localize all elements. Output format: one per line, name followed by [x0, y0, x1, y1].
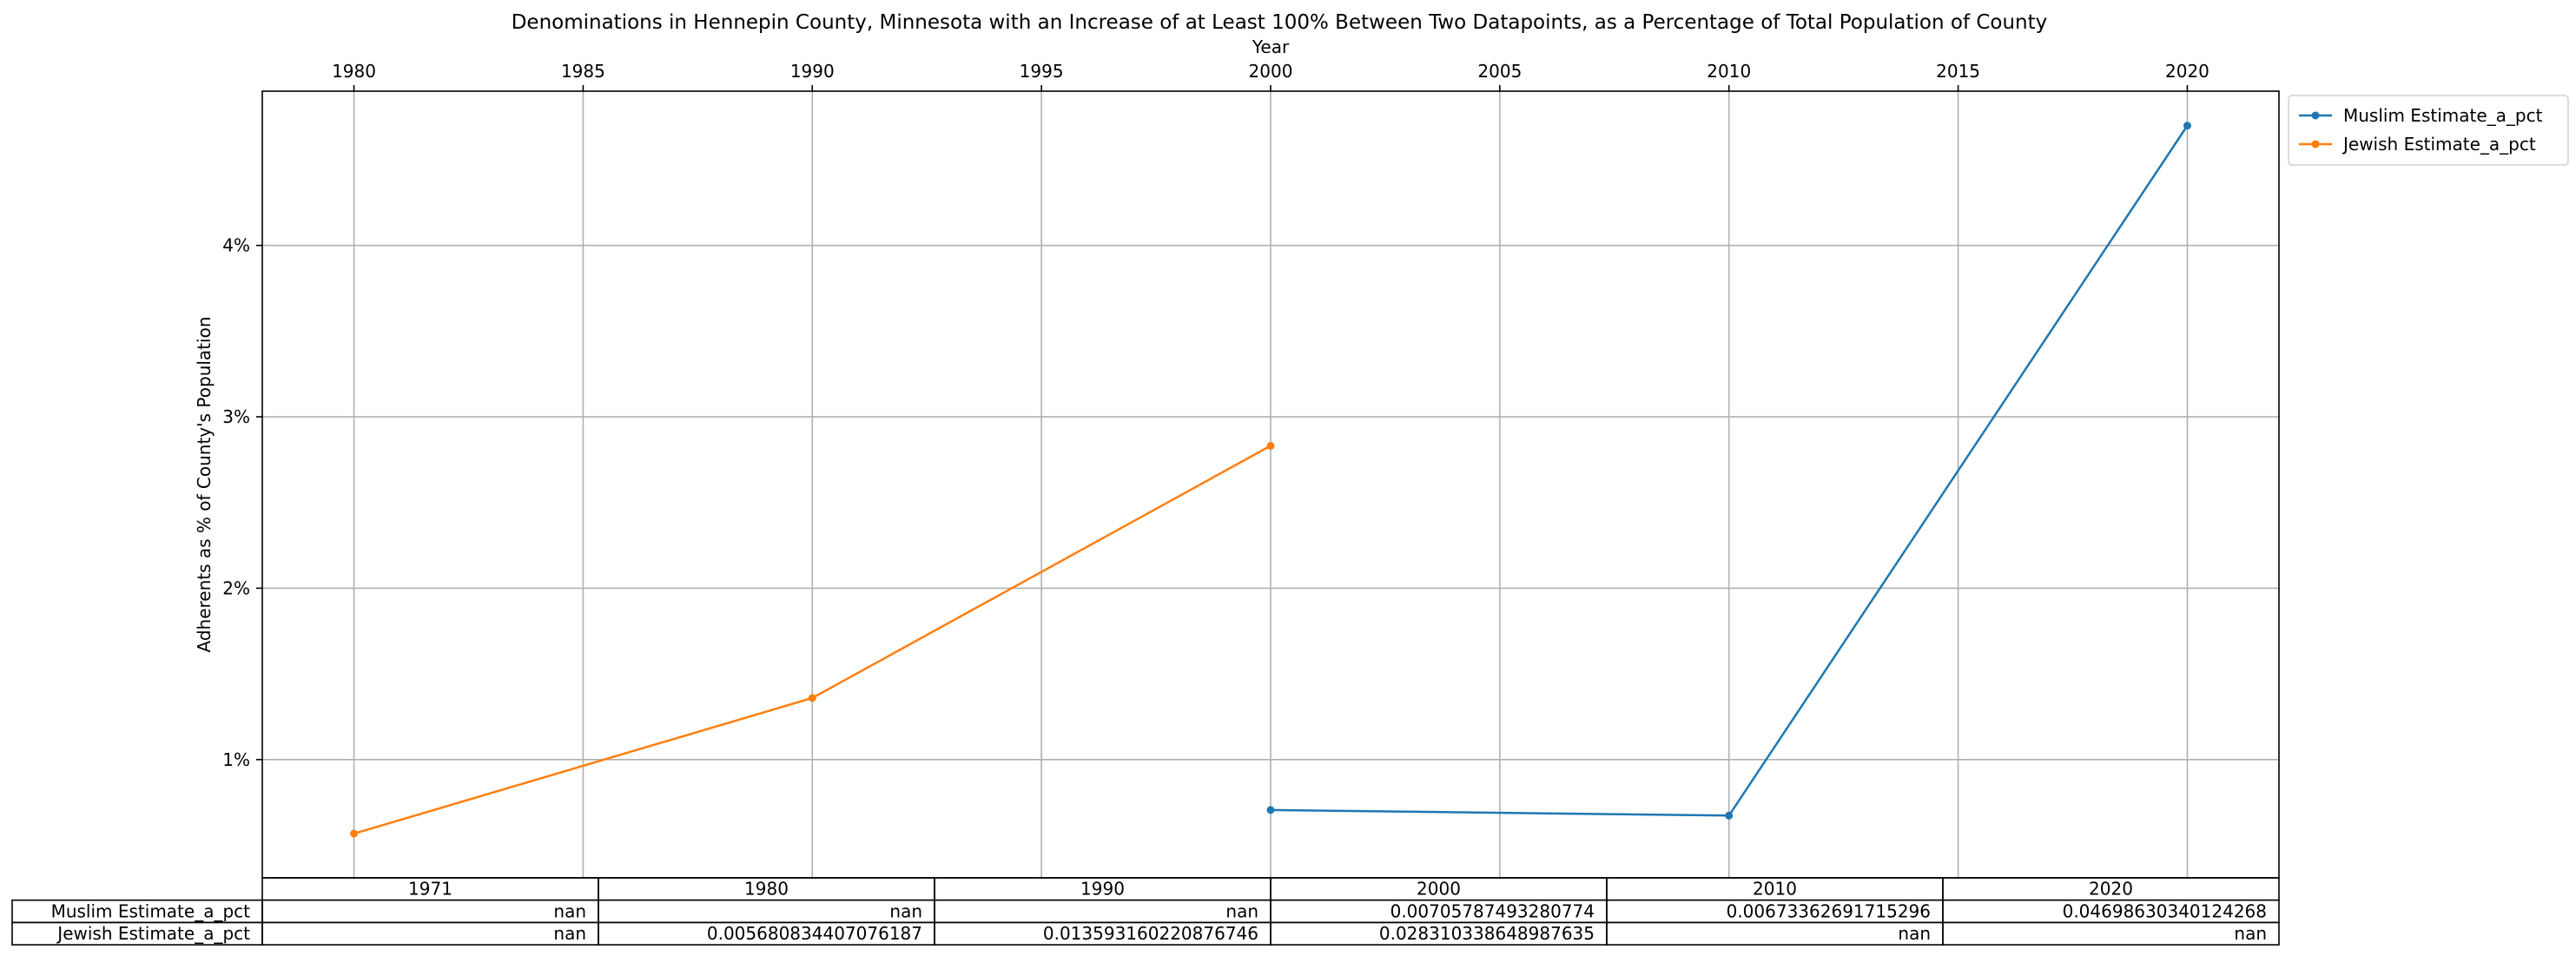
y-tick-label: 4%	[222, 235, 250, 256]
x-axis: 1980 1985 1990 1995 2000 2005 2010 2015 2020	[332, 61, 2209, 91]
x-tick-label: 2015	[1936, 61, 1980, 82]
table-cell-value: nan	[2234, 923, 2267, 944]
table-cell	[598, 899, 935, 924]
table-cell-value: 0.005680834407076187	[707, 923, 922, 944]
grid	[262, 91, 2279, 878]
table-cell-value: nan	[553, 900, 586, 921]
table-cell-value: 0.013593160220876746	[1043, 923, 1258, 944]
table-cell-value: nan	[889, 900, 922, 921]
table-cell-value: nan	[1898, 923, 1931, 944]
table-cell-value: nan	[1225, 900, 1258, 921]
y-tick-label: 2%	[222, 577, 250, 598]
x-tick-label: 1990	[790, 61, 835, 82]
table-cell	[1606, 921, 1944, 946]
legend-label: Jewish Estimate_a_pct	[2342, 134, 2536, 155]
table-column-label: 2020	[2089, 879, 2133, 900]
table-cell	[934, 899, 1271, 924]
x-tick-label: 2000	[1249, 61, 1293, 82]
table-cell	[261, 899, 599, 924]
x-tick-label: 2020	[2165, 61, 2209, 82]
x-axis-label: Year	[1252, 36, 1290, 57]
y-tick-label: 3%	[222, 406, 250, 427]
table-column-label: 1980	[744, 879, 789, 900]
legend-label: Muslim Estimate_a_pct	[2343, 105, 2543, 126]
legend-marker	[2311, 111, 2320, 120]
legend: Muslim Estimate_a_pct Jewish Estimate_a_p…	[2288, 95, 2569, 166]
x-tick-label: 1985	[561, 61, 605, 82]
legend-box	[2288, 95, 2569, 166]
data-point	[1725, 811, 1734, 820]
table-cell-value: 0.04698630340124268	[2063, 900, 2267, 921]
x-tick-label: 1995	[1020, 61, 1064, 82]
table-cell-value: 0.028310338648987635	[1379, 923, 1595, 944]
table-cell-value: 0.00705787493280774	[1390, 900, 1595, 921]
table-column-label: 2000	[1417, 879, 1461, 900]
data-point	[2183, 122, 2191, 130]
data-point	[808, 694, 816, 702]
x-tick-label: 2005	[1477, 61, 1522, 82]
table-cell-value: nan	[553, 923, 586, 944]
series-layer	[350, 122, 2191, 838]
data-point	[1266, 806, 1275, 814]
table-column-label: 1971	[408, 879, 452, 900]
table-row-label: Jewish Estimate_a_pct	[56, 923, 250, 944]
legend-marker	[2311, 140, 2320, 148]
y-tick-label: 1%	[222, 749, 250, 770]
table-column-label: 2010	[1753, 879, 1797, 900]
table-cell	[1942, 921, 2280, 946]
table-cell	[261, 921, 599, 946]
table-cell-value: 0.00673362691715296	[1727, 900, 1931, 921]
data-point	[1266, 441, 1275, 450]
y-axis-label: Adherents as % of County's Population	[194, 316, 215, 652]
x-tick-label: 2010	[1707, 61, 1751, 82]
x-tick-label: 1980	[332, 61, 376, 82]
table-column-label: 1990	[1080, 879, 1125, 900]
chart-title: Denominations in Hennepin County, Minnes…	[512, 11, 2048, 34]
y-axis: 1% 2% 3% 4%	[222, 235, 262, 770]
data-point	[350, 829, 359, 838]
data-table: 1971 1980 1990 2000 2010 2020 Muslim Estimate_…	[11, 877, 2280, 946]
table-row-label: Muslim Estimate_a_pct	[51, 900, 251, 921]
